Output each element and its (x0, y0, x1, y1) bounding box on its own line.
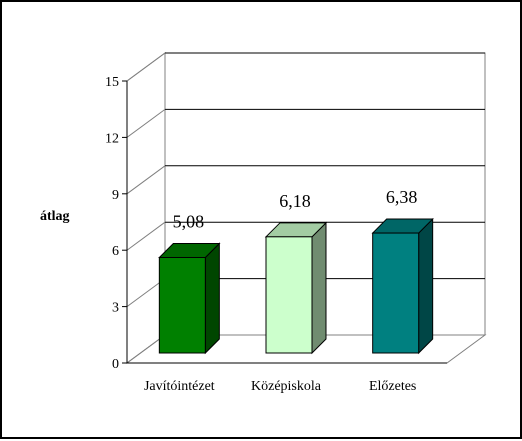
x-tick-label: Középiskola (251, 379, 322, 394)
y-tick-label: 3 (112, 301, 119, 316)
bar (158, 256, 206, 354)
bar (265, 236, 313, 354)
data-label: 5,08 (173, 211, 205, 231)
bar-side (204, 242, 220, 355)
y-tick-label: 6 (112, 244, 119, 259)
side-gridline (126, 278, 166, 308)
y-tick-label: 0 (112, 357, 119, 372)
y-axis-label: átlag (40, 209, 70, 224)
side-gridline (126, 334, 166, 364)
y-tick-label: 9 (112, 188, 119, 203)
side-gridline (126, 108, 166, 138)
bar (372, 232, 420, 354)
x-tick-label: Előzetes (369, 379, 416, 394)
data-label: 6,38 (386, 187, 418, 207)
y-tick-label: 12 (105, 131, 119, 146)
labels: 5,08 Javítóintézet 6,18 Középiskola 6,38 Előz… (144, 187, 417, 394)
bar-side (418, 217, 434, 355)
side-gridline (126, 165, 166, 195)
x-tick-label: Javítóintézet (144, 379, 215, 394)
bars (158, 217, 434, 355)
axes: 0 3 6 9 12 15 (105, 75, 447, 372)
y-tick-label: 15 (105, 75, 119, 90)
side-gridline (126, 52, 166, 82)
data-label: 6,18 (279, 191, 311, 211)
side-gridline (126, 221, 166, 251)
bar-side (311, 221, 327, 355)
